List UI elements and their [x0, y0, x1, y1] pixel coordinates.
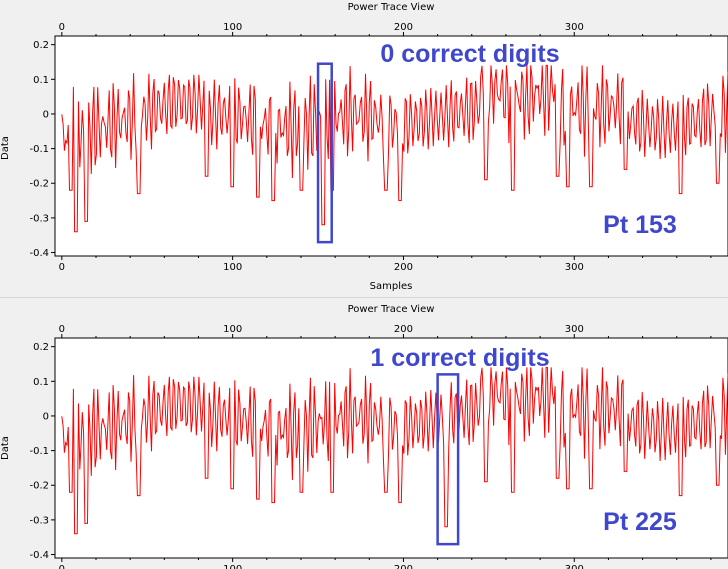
y-tick-label: -0.2 [29, 179, 49, 190]
x-tick-label: 300 [565, 564, 584, 569]
x-tick-label-top: 300 [565, 22, 584, 33]
annotation-correct-digits: 0 correct digits [380, 40, 559, 68]
y-tick-label: -0.2 [29, 481, 49, 492]
x-tick-label: 0 [59, 262, 65, 273]
chart-title: Power Trace View [348, 2, 435, 13]
x-tick-label-top: 100 [223, 324, 242, 335]
bottom-axis: 0 100 200 300 [59, 256, 712, 273]
x-tick-label-top: 0 [59, 324, 65, 335]
y-tick-label: -0.3 [29, 515, 49, 526]
trace-line [61, 64, 728, 233]
highlight-box [316, 62, 333, 244]
y-tick-label: 0.2 [33, 40, 49, 51]
top-axis: 0 100 200 300 [59, 324, 712, 338]
power-trace-panel-top: Power Trace View 0 100 200 300 0 100 200 300 0… [0, 2, 728, 292]
y-axis-label: Data [0, 436, 11, 460]
bottom-axis: 0 100 200 300 [59, 558, 712, 569]
x-tick-label: 100 [223, 564, 242, 569]
x-tick-label-top: 300 [565, 324, 584, 335]
chart-title: Power Trace View [348, 304, 435, 315]
x-tick-label: 0 [59, 564, 65, 569]
y-tick-label: 0.1 [33, 377, 49, 388]
x-tick-label: 100 [223, 262, 242, 273]
y-tick-label: 0.1 [33, 75, 49, 86]
top-axis: 0 100 200 300 [59, 22, 712, 36]
y-tick-label: 0 [43, 411, 49, 422]
y-tick-label: -0.4 [29, 550, 49, 561]
power-trace-panel-bottom: Power Trace View 0 100 200 300 0 100 200 300 0… [0, 304, 728, 569]
y-tick-label: -0.3 [29, 213, 49, 224]
x-tick-label-top: 200 [394, 22, 413, 33]
trace-series [61, 366, 728, 535]
y-tick-label: -0.1 [29, 446, 49, 457]
plot-area [54, 35, 728, 257]
y-axis: 0.2 0.1 0 -0.1 -0.2 -0.3 -0.4 [29, 40, 55, 259]
trace-line [61, 366, 728, 535]
trace-series [61, 64, 728, 233]
x-axis-label: Samples [370, 281, 413, 292]
x-tick-label: 200 [394, 262, 413, 273]
x-tick-label: 200 [394, 564, 413, 569]
plot-area [54, 337, 728, 559]
y-tick-label: -0.1 [29, 144, 49, 155]
x-tick-label-top: 100 [223, 22, 242, 33]
y-axis-label: Data [0, 136, 11, 160]
x-tick-label: 300 [565, 262, 584, 273]
x-tick-label-top: 200 [394, 324, 413, 335]
annotation-point: Pt 225 [603, 508, 677, 536]
annotation-point: Pt 153 [603, 211, 677, 239]
y-tick-label: 0.2 [33, 342, 49, 353]
highlight-box [436, 373, 460, 546]
y-tick-label: -0.4 [29, 248, 49, 259]
y-axis: 0.2 0.1 0 -0.1 -0.2 -0.3 -0.4 [29, 342, 55, 561]
y-tick-label: 0 [43, 109, 49, 120]
annotation-correct-digits: 1 correct digits [370, 344, 549, 372]
x-tick-label-top: 0 [59, 22, 65, 33]
